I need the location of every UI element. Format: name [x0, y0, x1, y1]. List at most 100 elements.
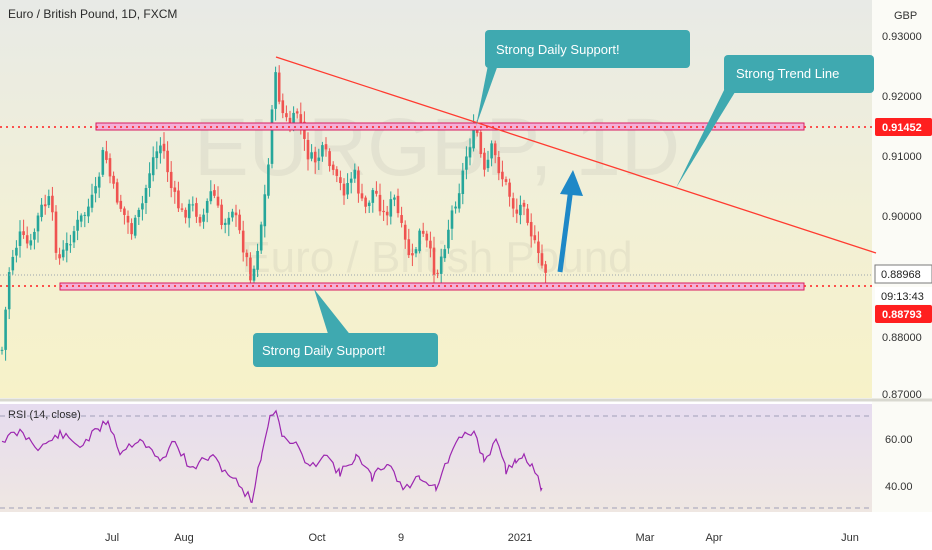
candle-body	[7, 272, 11, 310]
candle-body	[465, 156, 468, 170]
candle-body	[101, 149, 105, 175]
candle-body	[281, 100, 285, 114]
candle-body	[389, 199, 393, 217]
candle-body	[461, 170, 465, 195]
price-tick: 0.92000	[882, 91, 922, 103]
candle-body	[421, 230, 425, 234]
candle-body	[357, 170, 360, 194]
candle-body	[375, 190, 378, 194]
candle-body	[130, 223, 133, 235]
time-tick: Mar	[636, 532, 655, 544]
candle-body	[198, 217, 202, 223]
candle-body	[144, 187, 148, 203]
candle-body	[367, 202, 371, 207]
candle-body	[43, 204, 47, 207]
candle-body	[439, 256, 443, 274]
candle-body	[385, 211, 389, 216]
candle-body	[112, 175, 115, 184]
candle-body	[292, 112, 295, 130]
candle-body	[511, 198, 515, 209]
price-tick: 0.90000	[882, 211, 922, 223]
candle-body	[310, 152, 313, 159]
candle-body	[400, 215, 403, 223]
candle-body	[22, 231, 25, 236]
candle-body	[450, 210, 454, 229]
time-tick: Jul	[105, 532, 119, 544]
candle-body	[504, 179, 508, 182]
candle-body	[234, 212, 238, 216]
callout-trend[interactable]: Strong Trend Line	[676, 55, 874, 188]
candle-body	[4, 309, 7, 350]
candle-body	[137, 209, 141, 217]
resistance-price-tag-label: 0.91452	[882, 122, 922, 134]
candle-body	[213, 190, 216, 196]
candle-body	[537, 241, 540, 254]
candle-body	[342, 183, 346, 196]
candle-body	[490, 143, 493, 159]
candle-body	[533, 235, 537, 241]
candle-body	[227, 217, 231, 225]
candle-body	[457, 193, 461, 209]
up-arrow[interactable]	[557, 170, 583, 273]
last-price-tag-label: 0.88968	[881, 269, 921, 281]
resistance-price-tag[interactable]	[875, 118, 932, 136]
candle-body	[360, 193, 364, 199]
time-tick: 2021	[508, 532, 532, 544]
candle-body	[162, 143, 166, 152]
candle-body	[148, 173, 151, 188]
candle-body	[166, 150, 169, 173]
candle-body	[306, 139, 310, 160]
time-axis[interactable]	[0, 512, 932, 550]
support-price-tag[interactable]	[875, 305, 932, 323]
price-axis[interactable]	[872, 0, 932, 512]
candle-body	[220, 204, 223, 225]
candle-body	[195, 203, 198, 217]
price-tick: 0.88000	[882, 332, 922, 344]
candle-body	[403, 224, 407, 240]
candle-body	[0, 349, 4, 351]
candle-body	[436, 272, 439, 274]
candle-body	[321, 145, 324, 157]
candle-body	[115, 182, 119, 203]
candle-body	[36, 215, 40, 232]
candle-body	[425, 233, 429, 241]
candle-body	[141, 203, 144, 210]
currency-label: GBP	[894, 10, 917, 22]
callout-bottom[interactable]: Strong Daily Support!	[253, 289, 438, 367]
candle-body	[472, 126, 475, 149]
candle-body	[493, 143, 497, 156]
candle-body	[468, 147, 472, 158]
candle-body	[378, 194, 382, 212]
callout-top[interactable]: Strong Daily Support!	[476, 30, 690, 126]
candle-body	[72, 231, 76, 243]
candle-body	[454, 206, 457, 209]
rsi-pane[interactable]	[0, 404, 872, 512]
candle-body	[393, 197, 396, 200]
candle-body	[90, 194, 94, 208]
candle-body	[191, 204, 195, 206]
candle-body	[40, 204, 43, 218]
candle-body	[123, 208, 126, 215]
candle-body	[184, 209, 187, 218]
candle-body	[25, 235, 29, 244]
candle-body	[231, 211, 234, 218]
candle-body	[540, 253, 544, 266]
candle-body	[479, 132, 483, 155]
candle-body	[187, 203, 191, 219]
candle-body	[18, 231, 22, 246]
price-tick: 0.87000	[882, 389, 922, 401]
candle-body	[443, 249, 447, 259]
candle-body	[249, 257, 252, 281]
candle-body	[241, 230, 245, 253]
candle-body	[133, 217, 137, 236]
candle-body	[94, 186, 97, 194]
candle-body	[346, 183, 349, 195]
candle-body	[364, 197, 367, 207]
callout-bottom-label: Strong Daily Support!	[262, 343, 386, 358]
candle-body	[432, 247, 436, 275]
candle-body	[285, 113, 288, 118]
candle-body	[411, 253, 414, 256]
candle-body	[497, 157, 501, 174]
last-price-tag[interactable]	[874, 264, 932, 284]
trend-line[interactable]	[275, 56, 877, 254]
